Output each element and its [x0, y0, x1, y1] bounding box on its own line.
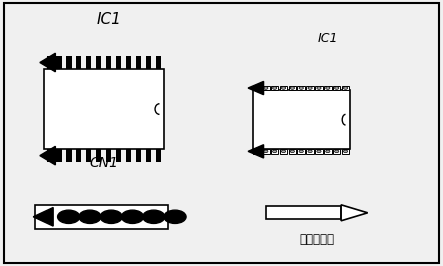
Circle shape — [308, 87, 312, 89]
Bar — [253, 86, 260, 90]
Text: IC1: IC1 — [96, 12, 121, 27]
Bar — [333, 149, 341, 154]
Bar — [271, 86, 278, 90]
Bar — [280, 86, 287, 90]
Circle shape — [255, 87, 259, 89]
Circle shape — [299, 87, 303, 89]
Bar — [146, 149, 151, 162]
Bar — [146, 56, 151, 69]
Bar — [47, 56, 51, 69]
Bar — [262, 86, 269, 90]
Circle shape — [100, 210, 122, 223]
Bar — [136, 56, 141, 69]
Bar — [126, 149, 131, 162]
Bar — [77, 149, 82, 162]
Bar — [253, 90, 350, 149]
Circle shape — [79, 210, 101, 223]
Bar — [253, 149, 260, 154]
Circle shape — [326, 87, 330, 89]
Bar — [57, 149, 62, 162]
Circle shape — [290, 87, 295, 89]
Polygon shape — [33, 207, 53, 226]
Circle shape — [343, 87, 348, 89]
Bar — [77, 56, 82, 69]
Bar — [156, 56, 161, 69]
Bar — [66, 149, 71, 162]
Circle shape — [281, 150, 286, 153]
Circle shape — [308, 150, 312, 153]
Bar — [271, 149, 278, 154]
Bar — [126, 56, 131, 69]
Circle shape — [255, 150, 259, 153]
Circle shape — [272, 87, 277, 89]
Bar — [66, 56, 71, 69]
Bar — [117, 149, 121, 162]
Polygon shape — [248, 81, 264, 95]
Circle shape — [143, 210, 165, 223]
Bar — [156, 149, 161, 162]
Polygon shape — [248, 145, 264, 158]
Bar — [117, 56, 121, 69]
Bar — [315, 86, 323, 90]
Bar — [57, 56, 62, 69]
Circle shape — [264, 150, 268, 153]
Bar — [342, 86, 349, 90]
Circle shape — [264, 87, 268, 89]
Text: 过波峰方向: 过波峰方向 — [299, 233, 334, 246]
Text: IC1: IC1 — [318, 32, 338, 45]
Bar — [97, 56, 101, 69]
Bar — [266, 206, 341, 219]
Circle shape — [58, 210, 80, 223]
Circle shape — [317, 87, 321, 89]
Circle shape — [334, 150, 339, 153]
Bar — [306, 86, 314, 90]
Polygon shape — [40, 146, 55, 165]
Bar — [297, 149, 305, 154]
Polygon shape — [40, 53, 55, 72]
Text: CN1: CN1 — [89, 156, 119, 170]
Bar — [136, 149, 141, 162]
Circle shape — [272, 150, 277, 153]
Bar — [297, 86, 305, 90]
Bar — [324, 149, 331, 154]
Bar — [333, 86, 341, 90]
Circle shape — [299, 150, 303, 153]
Circle shape — [343, 150, 348, 153]
Bar — [324, 86, 331, 90]
Bar — [47, 149, 51, 162]
Bar — [86, 56, 91, 69]
Polygon shape — [341, 205, 368, 221]
Bar — [280, 149, 287, 154]
Bar — [262, 149, 269, 154]
Circle shape — [326, 150, 330, 153]
Circle shape — [317, 150, 321, 153]
Circle shape — [164, 210, 186, 223]
Bar — [288, 149, 296, 154]
Bar — [306, 149, 314, 154]
Circle shape — [334, 87, 339, 89]
Bar — [288, 86, 296, 90]
Bar — [315, 149, 323, 154]
Bar — [106, 149, 111, 162]
Bar — [342, 149, 349, 154]
Bar — [97, 149, 101, 162]
Circle shape — [290, 150, 295, 153]
Circle shape — [281, 87, 286, 89]
Bar — [106, 56, 111, 69]
Circle shape — [121, 210, 144, 223]
Bar — [44, 69, 164, 149]
Bar — [35, 205, 168, 229]
Bar — [86, 149, 91, 162]
